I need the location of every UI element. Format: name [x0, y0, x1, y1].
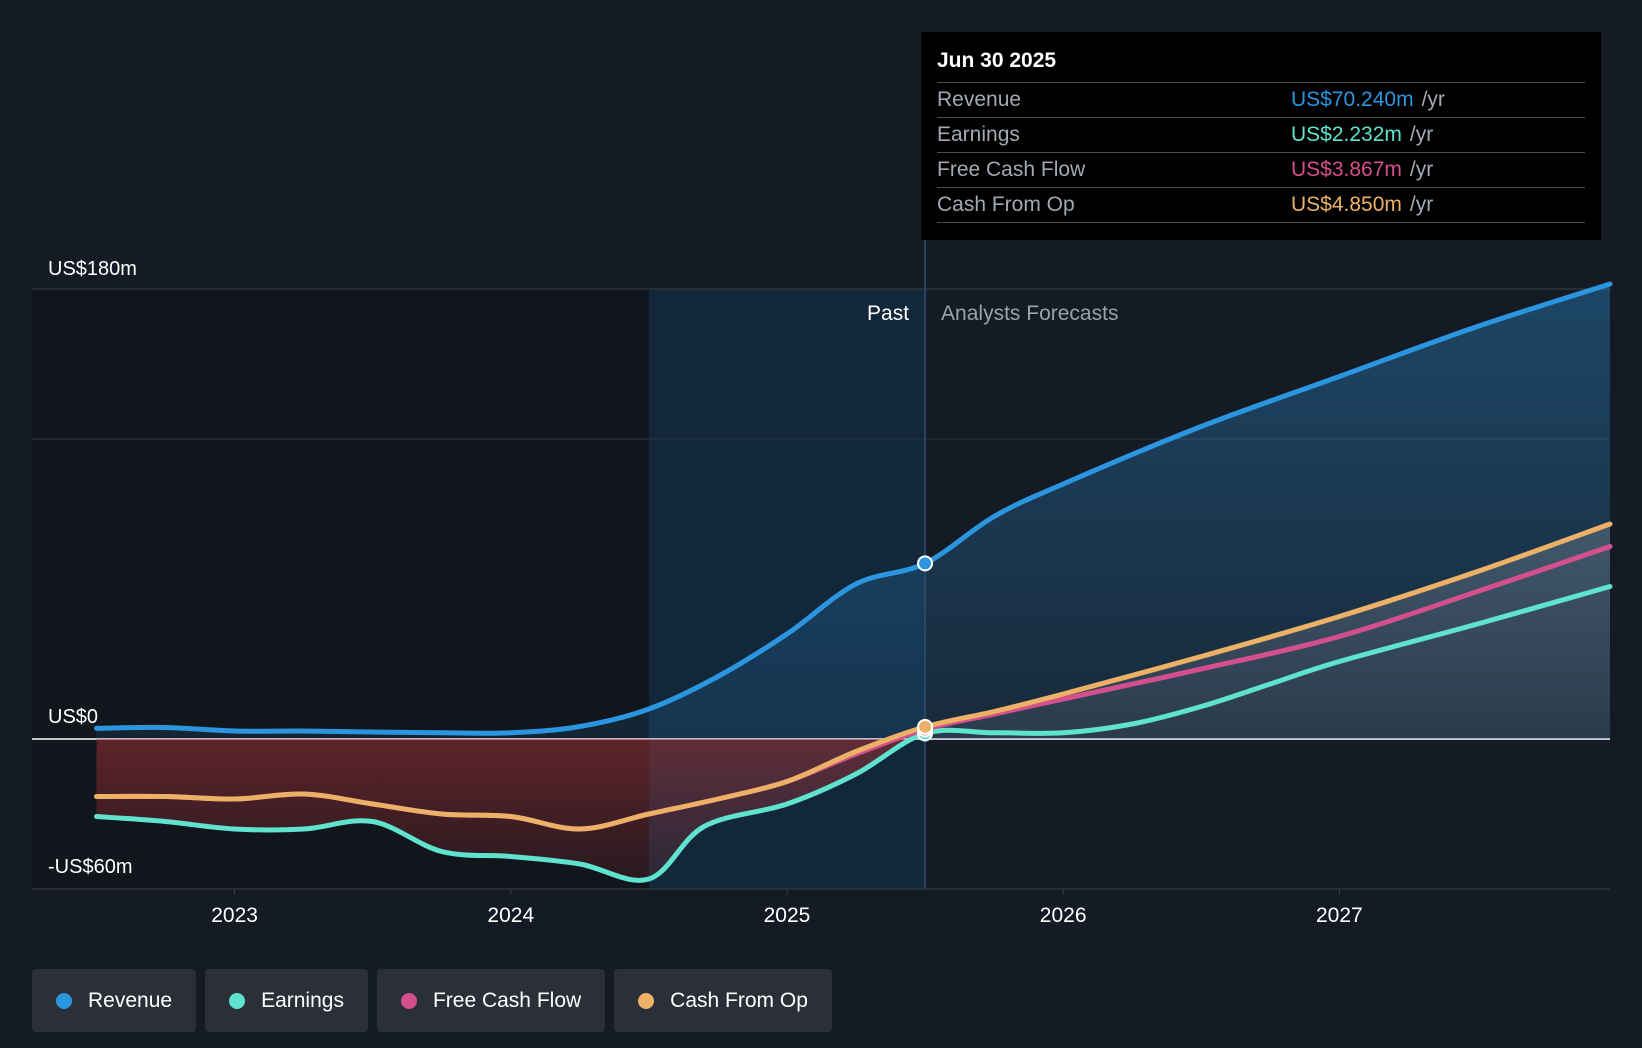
tooltip-row-unit: /yr [1409, 193, 1434, 216]
legend-dot-icon [56, 992, 72, 1009]
legend-item-revenue[interactable]: Revenue [32, 969, 197, 1032]
cash-from-op-line [94, 521, 1613, 832]
y-label-zero: US$0 [48, 706, 98, 728]
tooltip-row-value: US$70.240m [1291, 88, 1414, 111]
legend-label: Free Cash Flow [432, 988, 582, 1012]
legend-dot-icon [400, 992, 417, 1009]
loss-area [96, 739, 926, 881]
legend-item-free-cash-flow[interactable]: Free Cash Flow [376, 969, 606, 1032]
tooltip-row-value: US$4.850m [1291, 193, 1402, 216]
revenue-marker [917, 555, 934, 572]
cash-from-op-marker [917, 718, 934, 735]
past-label: Past [867, 302, 909, 325]
tooltip-row-unit: /yr [1409, 158, 1434, 181]
x-tick-label-2027: 2027 [1316, 904, 1363, 927]
legend-label: Cash From Op [670, 988, 808, 1012]
earnings-line [94, 584, 1613, 883]
x-tick-label-2023: 2023 [211, 904, 258, 927]
data-tooltip: Jun 30 2025 Revenue US$70.240m/yr Earnings… [921, 32, 1601, 240]
legend-dot-icon [229, 992, 246, 1009]
tooltip-row-label: Revenue [937, 88, 1022, 111]
tooltip-row-value: US$2.232m [1291, 123, 1402, 146]
x-tick-label-2024: 2024 [487, 904, 534, 927]
x-tick-label-2026: 2026 [1040, 904, 1087, 927]
tooltip-row-label: Earnings [937, 123, 1020, 146]
legend-dot-icon [638, 992, 655, 1009]
tooltip-row: Revenue US$70.240m/yr [937, 83, 1585, 118]
tooltip-row: Free Cash Flow US$3.867m/yr [937, 153, 1585, 188]
tooltip-row-unit: /yr [1409, 123, 1434, 146]
x-tick-label-2025: 2025 [764, 904, 811, 927]
chart-legend: Revenue Earnings Free Cash Flow Cash From O… [32, 969, 832, 1032]
tooltip-row: Cash From Op US$4.850m/yr [937, 188, 1585, 223]
legend-item-cash-from-op[interactable]: Cash From Op [614, 969, 832, 1032]
legend-label: Earnings [261, 988, 344, 1012]
forecast-label: Analysts Forecasts [941, 302, 1118, 325]
revenue-line [94, 281, 1613, 736]
y-label-top: US$180m [48, 258, 137, 280]
y-label-bottom: -US$60m [48, 856, 132, 878]
tooltip-row: Earnings US$2.232m/yr [937, 118, 1585, 153]
tooltip-row-label: Free Cash Flow [937, 158, 1086, 181]
legend-item-earnings[interactable]: Earnings [205, 969, 368, 1032]
tooltip-row-label: Cash From Op [937, 193, 1075, 216]
tooltip-row-unit: /yr [1421, 88, 1445, 111]
legend-label: Revenue [88, 988, 173, 1012]
revenue-area [96, 284, 1610, 739]
tooltip-date: Jun 30 2025 [937, 46, 1585, 83]
tooltip-row-value: US$3.867m [1291, 158, 1402, 181]
